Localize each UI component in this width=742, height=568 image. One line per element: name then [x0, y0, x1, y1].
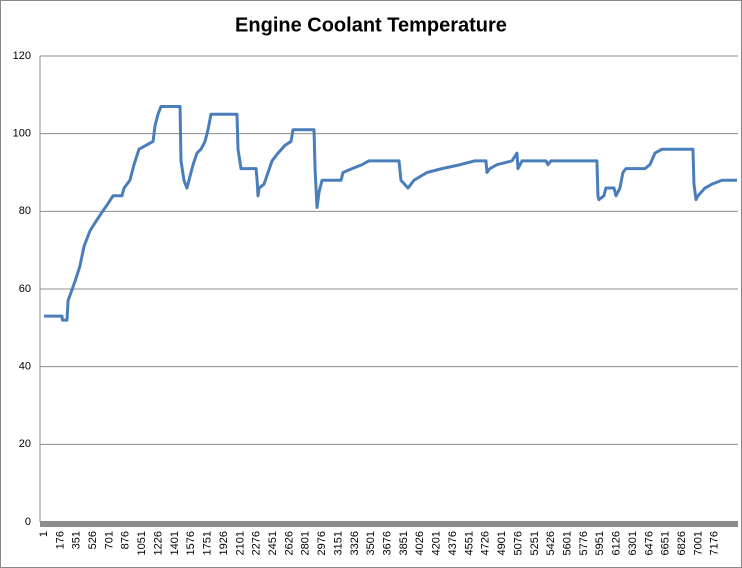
x-tick-label: 5601	[561, 531, 573, 555]
x-tick-label: 4551	[463, 531, 475, 555]
y-tick-label: 120	[13, 50, 31, 62]
y-tick-label: 60	[19, 283, 31, 295]
x-tick-label: 6301	[627, 531, 639, 555]
x-tick-label: 4201	[431, 531, 443, 555]
x-tick-label: 3501	[365, 531, 377, 555]
x-tick-label: 1576	[185, 531, 197, 555]
x-tick-label: 4901	[496, 531, 508, 555]
x-tick-label: 1926	[218, 531, 230, 555]
x-tick-label: 3851	[398, 531, 410, 555]
x-tick-label: 5076	[512, 531, 524, 555]
y-tick-label: 40	[19, 361, 31, 373]
x-tick-label: 4026	[414, 531, 426, 555]
x-tick-label: 3326	[349, 531, 361, 555]
x-tick-label: 5951	[594, 531, 606, 555]
x-tick-label: 526	[87, 531, 99, 549]
x-tick-label: 2451	[267, 531, 279, 555]
x-tick-label: 7176	[709, 531, 721, 555]
y-tick-label: 80	[19, 205, 31, 217]
x-tick-label: 5776	[578, 531, 590, 555]
x-tick-label: 1401	[169, 531, 181, 555]
x-tick-label: 7001	[692, 531, 704, 555]
x-tick-label: 2101	[234, 531, 246, 555]
x-tick-label: 1	[38, 531, 50, 537]
y-tick-label: 100	[13, 128, 31, 140]
x-tick-label: 2976	[316, 531, 328, 555]
x-tick-label: 2276	[251, 531, 263, 555]
x-tick-label: 5251	[529, 531, 541, 555]
x-tick-label: 3676	[382, 531, 394, 555]
y-tick-label: 20	[19, 438, 31, 450]
line-series	[44, 104, 737, 322]
x-tick-label: 6651	[660, 531, 672, 555]
x-tick-label: 6126	[611, 531, 623, 555]
chart-title: Engine Coolant Temperature	[235, 14, 507, 36]
x-tick-label: 6476	[643, 531, 655, 555]
x-tick-label: 876	[120, 531, 132, 549]
x-tick-label: 1051	[136, 531, 148, 555]
x-tick-label: 3151	[332, 531, 344, 555]
x-tick-label: 1226	[152, 531, 164, 555]
x-tick-label: 1751	[202, 531, 214, 555]
x-tick-label: 351	[71, 531, 83, 549]
x-tick-label: 5426	[545, 531, 557, 555]
x-axis	[40, 521, 738, 527]
x-tick-label: 701	[103, 531, 115, 549]
y-tick-label: 0	[25, 516, 31, 528]
x-tick-label: 176	[54, 531, 66, 549]
x-tick-label: 4376	[447, 531, 459, 555]
x-tick-label: 6826	[676, 531, 688, 555]
x-tick-label: 2626	[283, 531, 295, 555]
x-tick-label: 4726	[480, 531, 492, 555]
x-tick-label: 2801	[300, 531, 312, 555]
